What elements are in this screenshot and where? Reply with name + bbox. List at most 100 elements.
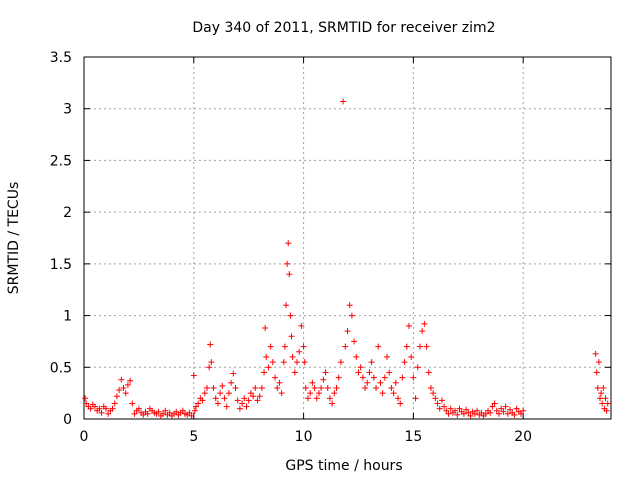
data-point — [357, 364, 364, 371]
data-point — [344, 328, 351, 335]
data-point — [405, 322, 412, 329]
data-point — [109, 405, 116, 412]
data-point — [206, 364, 213, 371]
x-tick-label: 15 — [404, 429, 422, 445]
y-tick-label: 0.5 — [50, 360, 72, 376]
data-point — [434, 400, 441, 407]
data-point — [173, 408, 180, 415]
data-point — [239, 400, 246, 407]
data-point — [208, 359, 215, 366]
data-point — [254, 397, 261, 404]
data-point — [502, 403, 509, 410]
data-point — [324, 384, 331, 391]
data-point — [427, 384, 434, 391]
data-point — [478, 409, 485, 416]
data-point — [370, 374, 377, 381]
data-point — [105, 410, 112, 417]
data-point — [491, 400, 498, 407]
data-point — [191, 407, 198, 414]
data-point — [333, 384, 340, 391]
data-point — [384, 353, 391, 360]
data-point — [281, 343, 288, 350]
y-tick-label: 1.5 — [50, 257, 72, 273]
data-point — [320, 376, 327, 383]
data-point — [443, 407, 450, 414]
data-point — [278, 390, 285, 397]
data-point — [351, 338, 358, 345]
data-point — [280, 359, 287, 366]
data-point — [346, 302, 353, 309]
data-point — [166, 409, 173, 416]
data-point — [210, 384, 217, 391]
data-point — [482, 410, 489, 417]
data-point — [124, 381, 131, 388]
data-point — [342, 343, 349, 350]
y-tick-label: 2 — [63, 205, 72, 221]
data-point — [291, 369, 298, 376]
data-point — [471, 410, 478, 417]
data-point — [513, 405, 520, 412]
data-point — [286, 271, 293, 278]
data-point — [258, 384, 265, 391]
data-point — [517, 410, 524, 417]
data-point — [113, 393, 120, 400]
y-tick-label: 3 — [63, 102, 72, 118]
y-tick-labels: 0 0.5 1 1.5 2 2.5 3 3.5 — [50, 50, 72, 428]
data-point — [120, 384, 127, 391]
data-point — [190, 372, 197, 379]
data-point — [463, 406, 470, 413]
data-point — [597, 395, 604, 402]
data-point — [408, 353, 415, 360]
data-point — [419, 328, 426, 335]
data-point — [96, 405, 103, 412]
data-point — [234, 397, 241, 404]
data-point — [600, 384, 607, 391]
data-point — [217, 390, 224, 397]
data-point — [322, 369, 329, 376]
data-point — [293, 359, 300, 366]
data-point — [511, 411, 518, 418]
data-point — [421, 320, 428, 327]
data-point — [337, 359, 344, 366]
x-tick-label: 5 — [189, 429, 198, 445]
data-point — [390, 390, 397, 397]
data-point — [373, 384, 380, 391]
y-tick-label: 0 — [63, 412, 72, 428]
data-point — [403, 343, 410, 350]
data-point — [289, 353, 296, 360]
x-tick-label: 20 — [514, 429, 532, 445]
data-point — [131, 410, 138, 417]
data-point — [335, 374, 342, 381]
data-point — [127, 377, 134, 384]
axis-ticks — [83, 56, 611, 420]
data-point — [87, 405, 94, 412]
data-point — [595, 359, 602, 366]
data-point — [82, 395, 89, 402]
grid-lines — [84, 57, 611, 419]
data-point — [379, 390, 386, 397]
data-point — [467, 412, 474, 419]
data-point — [506, 406, 513, 413]
data-point — [283, 302, 290, 309]
data-point — [245, 397, 252, 404]
data-point — [285, 240, 292, 247]
data-point — [496, 410, 503, 417]
data-point — [500, 408, 507, 415]
data-point — [498, 405, 505, 412]
data-point — [399, 374, 406, 381]
data-point — [410, 374, 417, 381]
data-point — [300, 343, 307, 350]
data-point — [309, 379, 316, 386]
data-point — [186, 409, 193, 416]
y-tick-label: 2.5 — [50, 153, 72, 169]
data-point — [118, 376, 125, 383]
data-point — [192, 403, 199, 410]
data-point — [368, 359, 375, 366]
data-point — [274, 384, 281, 391]
chart-title: Day 340 of 2011, SRMTID for receiver zim… — [192, 20, 495, 36]
data-point — [212, 395, 219, 402]
data-point — [412, 395, 419, 402]
data-point — [377, 379, 384, 386]
data-point — [441, 403, 448, 410]
data-point — [593, 369, 600, 376]
